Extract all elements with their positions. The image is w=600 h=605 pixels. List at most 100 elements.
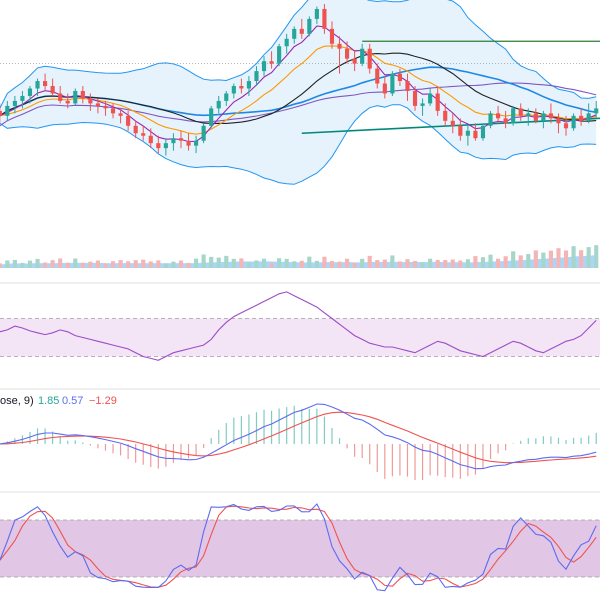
volume-bar xyxy=(58,258,63,268)
volume-bar xyxy=(42,262,48,268)
candle-body xyxy=(73,90,78,104)
candle-body xyxy=(322,8,327,29)
volume-bar xyxy=(511,251,516,268)
candle-body xyxy=(412,90,418,106)
volume-bar xyxy=(480,257,486,268)
volume-bar xyxy=(382,259,387,268)
candle-body xyxy=(133,125,138,134)
candle-body xyxy=(458,125,463,136)
candle-body xyxy=(65,100,70,104)
candle-body xyxy=(488,113,493,126)
volume-bar xyxy=(541,252,546,268)
macd-panel xyxy=(0,403,597,481)
volume-bar xyxy=(148,261,153,268)
ema-purple-line xyxy=(0,25,597,143)
candle-body xyxy=(186,140,191,146)
candle-body xyxy=(193,140,199,146)
volume-bar xyxy=(375,260,380,268)
candle-body xyxy=(375,68,380,84)
candle-body xyxy=(360,48,365,64)
volume-bar xyxy=(65,262,70,268)
candle-body xyxy=(503,118,508,124)
volume-bar xyxy=(103,263,108,268)
volume-bar xyxy=(186,262,191,268)
candle-body xyxy=(495,113,501,119)
volume-bar xyxy=(12,259,17,268)
candle-body xyxy=(533,113,538,121)
volume-bar xyxy=(239,258,244,268)
volume-bar xyxy=(73,258,78,268)
macd-value: 1.85 xyxy=(38,395,59,407)
candle-body xyxy=(337,43,342,49)
candle-body xyxy=(88,98,93,104)
volume-bar xyxy=(254,260,259,268)
candle-body xyxy=(390,73,395,94)
candle-body xyxy=(473,130,478,139)
candle-body xyxy=(126,115,131,126)
candle-body xyxy=(299,28,304,34)
candle-body xyxy=(579,115,584,121)
candle-body xyxy=(594,108,599,114)
candle-body xyxy=(209,108,214,126)
volume-bar xyxy=(0,263,2,268)
volume-bar xyxy=(337,261,342,268)
rsi-line xyxy=(0,291,597,361)
candle-body xyxy=(314,8,319,19)
ma-black-line xyxy=(0,52,597,124)
volume-bar xyxy=(178,260,184,268)
volume-bar xyxy=(397,261,403,268)
volume-bar xyxy=(465,259,470,268)
stoch-d-line xyxy=(0,505,597,588)
candle-body xyxy=(171,138,176,144)
volume-bar xyxy=(110,261,116,268)
volume-bar xyxy=(329,260,335,268)
volume-bar xyxy=(156,260,161,268)
volume-bar xyxy=(50,260,55,268)
rsi-band-fill xyxy=(0,318,600,357)
volume-bar xyxy=(495,258,501,268)
candle-body xyxy=(156,143,161,149)
bollinger-upper-line xyxy=(0,0,597,109)
ma-long-line xyxy=(0,82,597,127)
candle-body xyxy=(586,113,591,121)
candle-body xyxy=(58,93,63,101)
candle-body xyxy=(465,130,470,136)
volume-bar xyxy=(284,258,289,268)
volume-bar xyxy=(579,250,584,268)
candle-body xyxy=(435,93,440,111)
candle-body xyxy=(556,118,561,124)
volume-bar xyxy=(193,258,199,268)
volume-bar xyxy=(133,260,138,268)
volume-bar xyxy=(299,260,304,268)
candle-body xyxy=(307,18,312,34)
candle-body xyxy=(42,81,48,87)
candle-body xyxy=(292,28,297,39)
candle-body xyxy=(382,83,387,94)
stochastic-panel xyxy=(0,503,600,592)
volume-bar xyxy=(88,261,93,268)
macd-line xyxy=(0,403,597,470)
volume-bar xyxy=(526,254,531,268)
volume-bar xyxy=(586,247,591,268)
volume-bar xyxy=(307,256,312,268)
volume-panel xyxy=(0,245,599,268)
volume-bar xyxy=(488,254,493,268)
volume-bar xyxy=(261,258,267,268)
candle-body xyxy=(216,100,221,109)
candle-body xyxy=(329,28,335,44)
candle-body xyxy=(12,100,17,106)
volume-bar xyxy=(503,256,508,268)
volume-bar xyxy=(163,263,168,268)
candle-body xyxy=(480,125,486,139)
volume-bar xyxy=(27,260,33,268)
volume-bar xyxy=(367,255,372,268)
volume-bar xyxy=(435,259,440,268)
volume-bar xyxy=(405,259,410,268)
panel-separators xyxy=(0,282,600,493)
volume-bar xyxy=(571,246,576,268)
candle-body xyxy=(420,103,425,106)
candle-body xyxy=(50,86,55,94)
candle-body xyxy=(95,103,101,106)
candle-body xyxy=(246,81,252,89)
